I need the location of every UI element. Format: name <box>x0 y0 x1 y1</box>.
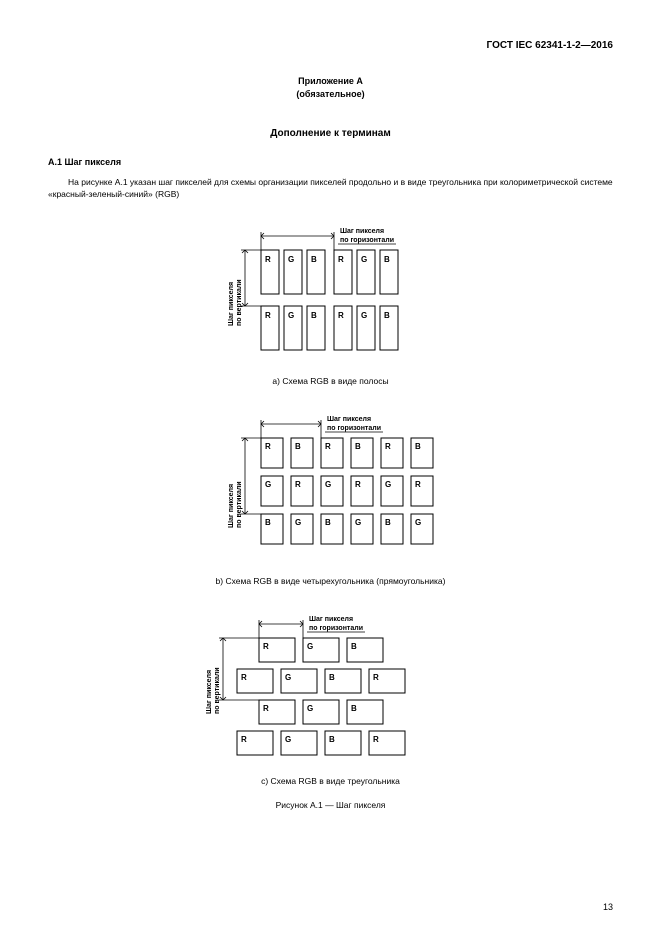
diagram-a: R G B R G B R G B R G B Шаг пикселя по горизонтали Шаг… <box>48 210 613 370</box>
svg-text:B: B <box>351 704 357 713</box>
svg-text:R: R <box>385 442 391 451</box>
svg-text:B: B <box>355 442 361 451</box>
svg-text:G: G <box>361 255 367 264</box>
svg-text:Шаг пикселя: Шаг пикселя <box>309 616 353 623</box>
svg-text:G: G <box>288 311 294 320</box>
svg-text:по вертикали: по вертикали <box>236 280 243 327</box>
section-title: Дополнение к терминам <box>48 128 613 139</box>
svg-text:R: R <box>265 311 271 320</box>
svg-text:B: B <box>384 255 390 264</box>
appendix-header: Приложение А (обязательное) <box>48 75 613 100</box>
svg-text:B: B <box>415 442 421 451</box>
svg-text:Шаг пикселя: Шаг пикселя <box>228 484 235 528</box>
svg-text:G: G <box>415 518 421 527</box>
svg-text:B: B <box>325 518 331 527</box>
svg-text:G: G <box>361 311 367 320</box>
caption-c: c) Схема RGB в виде треугольника <box>48 776 613 786</box>
svg-text:R: R <box>295 480 301 489</box>
svg-text:G: G <box>325 480 331 489</box>
svg-text:по горизонтали: по горизонтали <box>309 625 363 632</box>
intro-paragraph: На рисунке А.1 указан шаг пикселей для с… <box>48 177 613 200</box>
svg-text:G: G <box>385 480 391 489</box>
svg-text:R: R <box>263 704 269 713</box>
svg-text:B: B <box>351 642 357 651</box>
appendix-note: (обязательное) <box>48 88 613 101</box>
svg-text:B: B <box>384 311 390 320</box>
caption-a: a) Схема RGB в виде полосы <box>48 376 613 386</box>
svg-text:R: R <box>338 255 344 264</box>
page-number: 13 <box>603 902 613 912</box>
svg-text:R: R <box>338 311 344 320</box>
svg-text:R: R <box>265 255 271 264</box>
svg-text:по вертикали: по вертикали <box>236 482 243 529</box>
figure-title: Рисунок А.1 — Шаг пикселя <box>48 800 613 810</box>
svg-text:B: B <box>265 518 271 527</box>
svg-text:B: B <box>311 311 317 320</box>
svg-text:R: R <box>373 673 379 682</box>
svg-text:Шаг пикселя: Шаг пикселя <box>206 670 213 714</box>
svg-text:по горизонтали: по горизонтали <box>327 425 381 432</box>
svg-text:R: R <box>241 735 247 744</box>
appendix-title: Приложение А <box>48 75 613 88</box>
diagram-b: R B R B R B G R G R G R B G B G B G Шаг пикселя по горизонт… <box>48 400 613 570</box>
svg-text:G: G <box>355 518 361 527</box>
svg-text:R: R <box>373 735 379 744</box>
svg-text:G: G <box>307 704 313 713</box>
svg-text:R: R <box>265 442 271 451</box>
svg-text:G: G <box>265 480 271 489</box>
diagram-c: R G B R G B R R G B R G B R Шаг пикселя по горизонтали Ш… <box>48 600 613 770</box>
svg-text:R: R <box>355 480 361 489</box>
svg-text:B: B <box>329 735 335 744</box>
subsection-heading: А.1 Шаг пикселя <box>48 157 613 167</box>
svg-text:R: R <box>241 673 247 682</box>
svg-text:Шаг пикселя: Шаг пикселя <box>228 282 235 326</box>
caption-b: b) Схема RGB в виде четырехугольника (пр… <box>48 576 613 586</box>
svg-text:Шаг пикселя: Шаг пикселя <box>327 416 371 423</box>
svg-text:B: B <box>329 673 335 682</box>
svg-text:G: G <box>307 642 313 651</box>
svg-text:R: R <box>263 642 269 651</box>
svg-text:G: G <box>285 735 291 744</box>
svg-text:по вертикали: по вертикали <box>214 668 221 715</box>
svg-text:G: G <box>288 255 294 264</box>
document-id: ГОСТ IEC 62341-1-2—2016 <box>48 40 613 51</box>
svg-text:по горизонтали: по горизонтали <box>340 237 394 244</box>
svg-text:B: B <box>311 255 317 264</box>
svg-text:R: R <box>325 442 331 451</box>
svg-text:G: G <box>295 518 301 527</box>
svg-text:R: R <box>415 480 421 489</box>
svg-text:B: B <box>295 442 301 451</box>
svg-text:G: G <box>285 673 291 682</box>
svg-text:Шаг пикселя: Шаг пикселя <box>340 228 384 235</box>
svg-text:B: B <box>385 518 391 527</box>
